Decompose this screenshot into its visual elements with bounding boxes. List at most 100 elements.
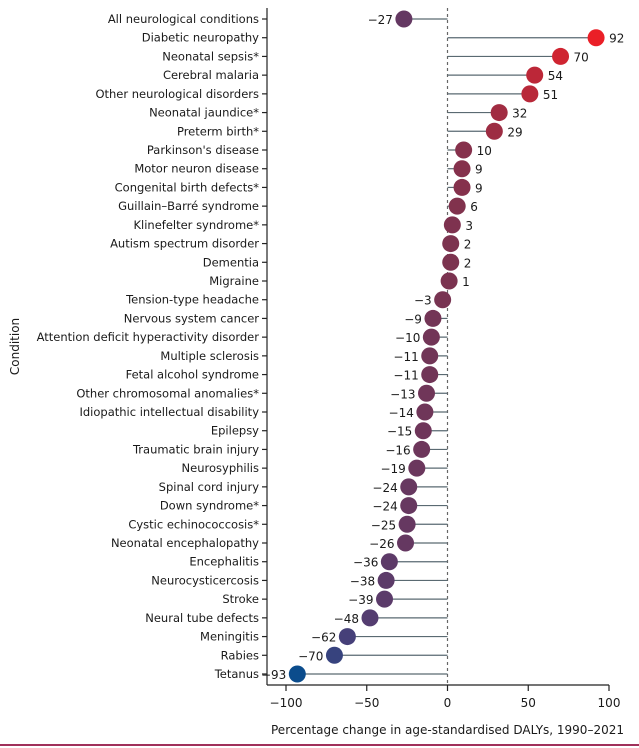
lollipop-dot — [422, 328, 440, 346]
x-tick-label: −50 — [354, 696, 379, 710]
category-label: Nervous system cancer — [124, 311, 259, 325]
lollipop-dot — [413, 440, 431, 458]
value-label: −36 — [353, 556, 378, 570]
lollipop-dot — [380, 553, 398, 571]
lollipop-dot — [455, 141, 473, 159]
lollipop-dot — [443, 216, 461, 234]
value-label: −11 — [393, 350, 418, 364]
lollipop-dot — [453, 178, 471, 196]
category-label: Attention deficit hyperactivity disorder — [37, 330, 260, 344]
value-label: −13 — [390, 387, 415, 401]
lollipop-dot — [442, 253, 460, 271]
value-label: −93 — [261, 668, 286, 682]
value-label: −19 — [380, 462, 405, 476]
value-label: 32 — [512, 107, 527, 121]
value-label: 6 — [470, 200, 478, 214]
category-label: Klinefelter syndrome* — [133, 218, 259, 232]
category-label: Down syndrome* — [160, 499, 259, 513]
x-tick-label: 50 — [521, 696, 536, 710]
category-label: Other chromosomal anomalies* — [76, 386, 259, 400]
lollipop-dot — [490, 104, 508, 122]
value-label: −11 — [393, 369, 418, 383]
value-label: −38 — [350, 574, 375, 588]
category-label: Traumatic brain injury — [132, 442, 259, 456]
value-label: 92 — [609, 32, 624, 46]
lollipop-dot — [414, 422, 432, 440]
x-tick-label: 100 — [598, 696, 621, 710]
value-label: 3 — [465, 219, 473, 233]
lollipop-dot — [424, 309, 442, 327]
lollipop-dot — [325, 646, 343, 664]
value-label: −25 — [371, 518, 396, 532]
value-label: 1 — [462, 275, 470, 289]
lollipop-dot — [361, 609, 379, 627]
value-label: 10 — [477, 144, 492, 158]
lollipop-dot — [552, 47, 570, 65]
lollipop-dot — [434, 291, 452, 309]
lollipop-dot — [395, 10, 413, 28]
category-label: Parkinson's disease — [147, 143, 259, 157]
value-label: −3 — [414, 294, 432, 308]
category-label: Preterm birth* — [177, 124, 259, 138]
lollipop-dot — [442, 235, 460, 253]
category-label: Fetal alcohol syndrome — [126, 368, 259, 382]
category-label: Congenital birth defects* — [115, 180, 260, 194]
value-label: 9 — [475, 163, 483, 177]
category-label: Neurocysticercosis — [151, 573, 259, 587]
lollipop-dot — [400, 497, 418, 515]
value-label: 29 — [507, 125, 522, 139]
y-axis-title: Condition — [8, 318, 22, 375]
lollipop-dot — [397, 534, 415, 552]
lollipop-dot — [398, 515, 416, 533]
lollipop-dot — [377, 571, 395, 589]
lollipop-dot — [587, 29, 605, 47]
category-label: Diabetic neuropathy — [142, 31, 259, 45]
category-label: Neonatal jaundice* — [149, 106, 259, 120]
lollipop-dot — [416, 403, 434, 421]
x-tick-label: 0 — [444, 696, 452, 710]
value-label: −48 — [334, 612, 359, 626]
value-label: −24 — [372, 481, 397, 495]
value-label: 2 — [464, 238, 472, 252]
value-label: −9 — [404, 312, 422, 326]
category-label: Multiple sclerosis — [160, 349, 259, 363]
value-label: 51 — [543, 88, 558, 102]
category-label: Tension-type headache — [125, 293, 259, 307]
category-label: Stroke — [222, 592, 259, 606]
category-label: Guillain–Barré syndrome — [118, 199, 259, 213]
category-label: Tetanus — [214, 667, 259, 681]
lollipop-dot — [338, 628, 356, 646]
category-label: Encephalitis — [189, 555, 259, 569]
lollipop-dot — [288, 665, 306, 683]
value-label: −26 — [369, 537, 394, 551]
category-label: Neurosyphilis — [182, 461, 259, 475]
category-label: Neural tube defects — [145, 611, 259, 625]
category-label: Migraine — [209, 274, 259, 288]
category-label: Meningitis — [200, 630, 259, 644]
value-label: 54 — [548, 69, 563, 83]
value-label: −27 — [368, 13, 393, 27]
value-label: 9 — [475, 181, 483, 195]
category-label: Spinal cord injury — [159, 480, 260, 494]
x-axis-title: Percentage change in age-standardised DA… — [271, 723, 624, 737]
category-label: Motor neuron disease — [134, 162, 259, 176]
lollipop-dot — [521, 85, 539, 103]
category-label: Cerebral malaria — [163, 68, 259, 82]
bottom-rule — [0, 744, 639, 746]
value-label: 70 — [574, 50, 589, 64]
lollipop-dot — [448, 197, 466, 215]
category-label: Neonatal sepsis* — [162, 49, 259, 63]
value-label: −16 — [385, 443, 410, 457]
lollipop-dot — [421, 366, 439, 384]
category-label: Other neurological disorders — [95, 87, 259, 101]
value-label: −10 — [395, 331, 420, 345]
value-label: −70 — [298, 649, 323, 663]
category-label: Neonatal encephalopathy — [111, 536, 259, 550]
category-label: Rabies — [221, 648, 259, 662]
lollipop-dot — [400, 478, 418, 496]
lollipop-dot — [418, 384, 436, 402]
category-label: Autism spectrum disorder — [110, 237, 259, 251]
value-label: −39 — [348, 593, 373, 607]
